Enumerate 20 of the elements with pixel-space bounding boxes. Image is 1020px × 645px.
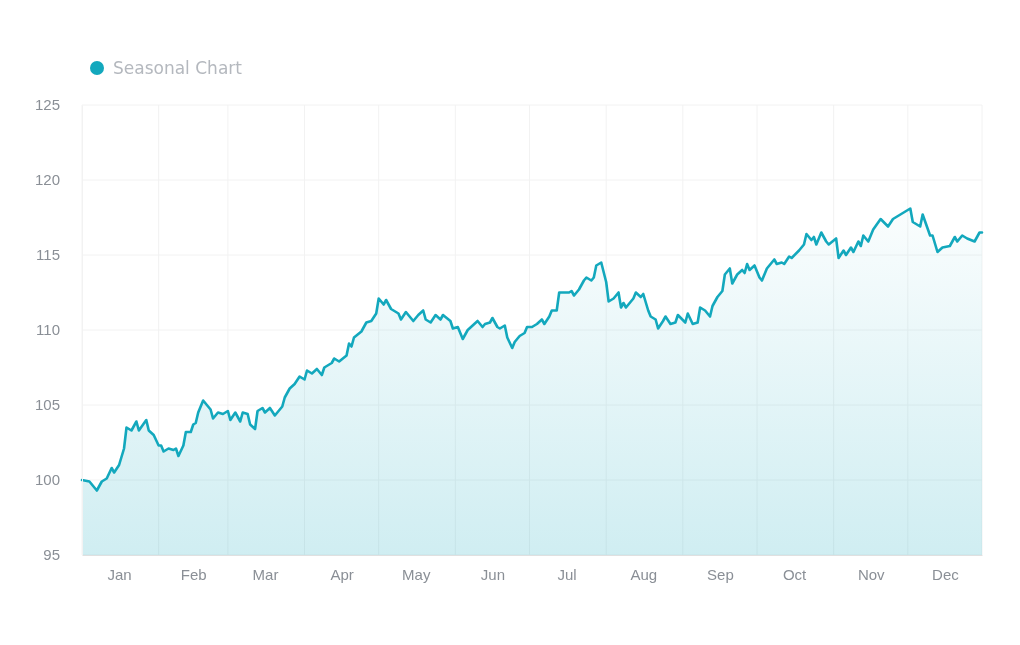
y-tick-label: 95: [43, 546, 60, 564]
x-tick-label: Oct: [782, 565, 808, 583]
y-tick-label: 125: [34, 96, 60, 114]
y-tick-label: 115: [36, 246, 60, 264]
x-tick-label: Jul: [557, 565, 577, 583]
x-tick-label: Dec: [932, 565, 960, 583]
x-tick-label: Apr: [330, 565, 354, 583]
y-tick-label: 100: [34, 471, 60, 489]
y-tick-label: 105: [34, 396, 60, 414]
x-tick-label: Nov: [857, 565, 886, 583]
x-tick-label: Feb: [180, 565, 207, 583]
x-tick-label: Aug: [630, 565, 658, 583]
y-tick-label: 120: [34, 171, 60, 189]
legend-label: Seasonal Chart: [113, 58, 243, 78]
y-tick-label: 110: [36, 321, 60, 339]
x-tick-label: May: [402, 565, 431, 583]
x-tick-label: Mar: [252, 565, 279, 583]
x-tick-label: Jan: [107, 565, 132, 583]
x-tick-label: Sep: [707, 565, 734, 583]
x-tick-label: Jun: [480, 565, 506, 583]
